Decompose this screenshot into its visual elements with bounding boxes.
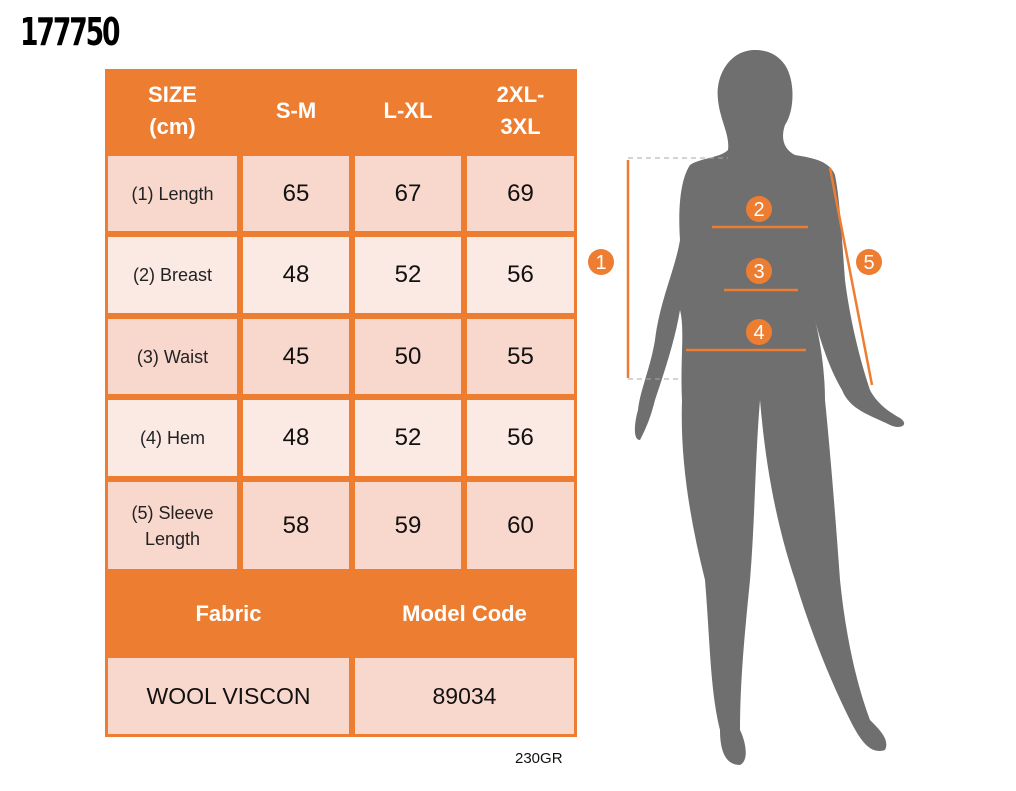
row-label: (2) Breast — [108, 237, 237, 313]
size-table: SIZE (cm) S-M L-XL 2XL-3XL (1) Length 65 67… — [105, 69, 577, 737]
size-value: 48 — [243, 400, 349, 476]
header-fabric: Fabric — [195, 600, 262, 626]
size-value: 60 — [467, 482, 574, 569]
svg-text:2: 2 — [753, 199, 764, 221]
header-2xl-3xl: 2XL-3XL — [464, 69, 577, 153]
silhouette-shape — [634, 50, 905, 765]
model-code-value: 89034 — [355, 658, 574, 734]
marker-1: 1 — [588, 249, 614, 275]
sleeve-arrow — [828, 167, 874, 386]
svg-text:3: 3 — [753, 261, 764, 283]
size-value: 55 — [467, 319, 574, 394]
header-model-code: Model Code — [402, 600, 527, 626]
guide-lines — [628, 157, 728, 380]
fabric-value: WOOL VISCON — [108, 658, 349, 734]
row-label: (3) Waist — [108, 319, 237, 394]
header-2xl-3xl-label: 2XL-3XL — [496, 82, 545, 139]
row-label: (5) Sleeve Length — [108, 482, 237, 569]
svg-text:5: 5 — [863, 252, 874, 274]
size-value: 59 — [355, 482, 461, 569]
fabric-weight: 230GR — [515, 750, 563, 767]
svg-text:1: 1 — [595, 252, 606, 274]
header-l-xl: L-XL — [383, 98, 433, 123]
size-value: 52 — [355, 400, 461, 476]
size-value: 45 — [243, 319, 349, 394]
row-label: (1) Length — [108, 156, 237, 231]
size-value: 56 — [467, 237, 574, 313]
marker-5: 5 — [856, 249, 882, 275]
size-value: 65 — [243, 156, 349, 231]
product-code: 177750 — [20, 10, 121, 54]
header-size: SIZE (cm) — [148, 82, 197, 139]
size-value: 50 — [355, 319, 461, 394]
row-label: (4) Hem — [108, 400, 237, 476]
size-value: 67 — [355, 156, 461, 231]
header-s-m: S-M — [275, 98, 317, 123]
size-value: 56 — [467, 400, 574, 476]
size-value: 58 — [243, 482, 349, 569]
size-value: 48 — [243, 237, 349, 313]
marker-3: 3 — [746, 258, 772, 284]
body-silhouette: 1 2 3 4 5 — [588, 50, 905, 765]
size-value: 69 — [467, 156, 574, 231]
size-value: 52 — [355, 237, 461, 313]
svg-text:4: 4 — [753, 322, 764, 344]
marker-4: 4 — [746, 319, 772, 345]
marker-2: 2 — [746, 196, 772, 222]
